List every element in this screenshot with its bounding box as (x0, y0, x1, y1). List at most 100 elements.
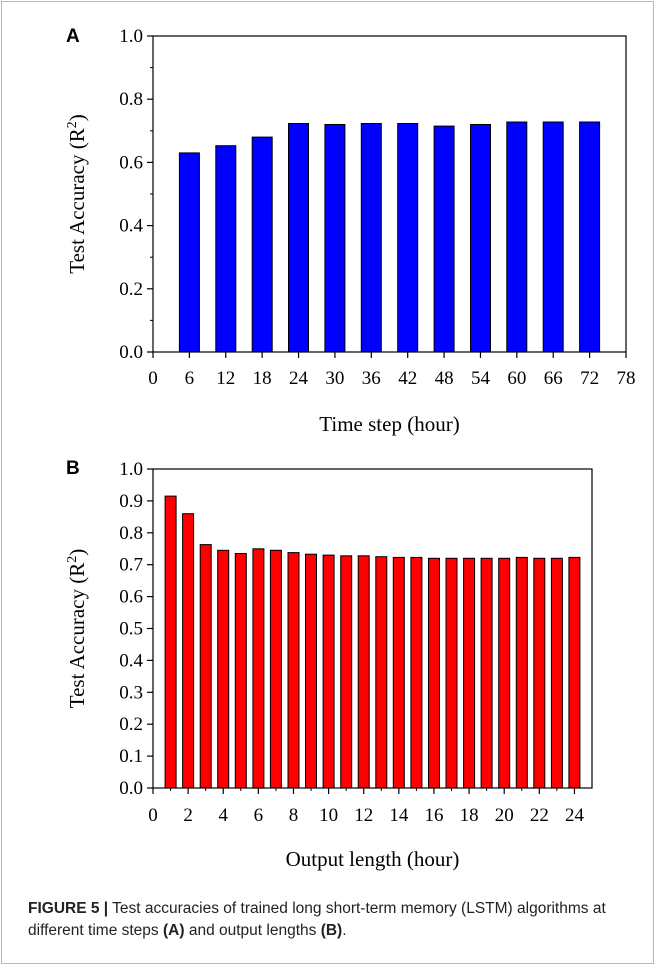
panel-a-y-axis-title-main: Test Accuracy (R (65, 128, 89, 273)
panel-a-x-tick-label-0: 0 (148, 368, 158, 389)
panel-b-y-tick-label-2: 0.2 (119, 714, 143, 735)
panel-b-bar-17 (445, 557, 458, 789)
panel-a-y-tick-label-2: 0.4 (119, 216, 143, 237)
panel-b-y-axis-title: Test Accuracy (R2) (65, 549, 89, 708)
panel-b-bar-15 (410, 556, 423, 789)
panel-a-bar-6 (178, 152, 200, 353)
panel-b-bar-11 (340, 555, 353, 789)
panel-b-y-axis-title-sup: 2 (65, 556, 80, 563)
panel-b-x-tick-label-7: 14 (389, 805, 409, 826)
figure-caption: FIGURE 5 | Test accuracies of trained lo… (28, 898, 638, 942)
panel-b-bar-7 (269, 549, 282, 789)
panel-b-bar-8 (287, 552, 300, 789)
panel-b-x-tick-label-9: 18 (460, 805, 479, 826)
panel-b-bar-19 (480, 557, 493, 789)
panel-b-y-tick-label-0: 0.0 (119, 778, 143, 799)
panel-a-bar-42 (397, 123, 419, 353)
panel-a-y-axis-title-close: ) (65, 114, 89, 121)
panel-a-bar-54 (470, 124, 491, 353)
panel-a-y-axis-title: Test Accuracy (R2) (65, 114, 89, 273)
panel-a-bar-66 (542, 121, 564, 353)
panel-a-bar-18 (251, 136, 273, 353)
panel-a-y-tick-label-4: 0.8 (119, 89, 143, 110)
panel-b-x-tick-label-2: 4 (218, 805, 228, 826)
panel-a-x-tick-label-12: 72 (580, 368, 599, 389)
panel-b-y-tick-label-5: 0.5 (119, 619, 143, 640)
panel-a-bar-60 (506, 121, 528, 353)
panel-a-y-tick-label-3: 0.6 (119, 152, 143, 173)
caption-text-3: . (342, 922, 347, 939)
panel-b-bar-14 (392, 556, 405, 789)
panel-b-bar-9 (305, 553, 317, 789)
panel-b-x-tick-label-0: 0 (148, 805, 158, 826)
panel-b-bar-16 (428, 557, 440, 789)
panel-b-y-tick-label-10: 1.0 (119, 459, 143, 480)
panel-a-chart: A 0.0 0.2 0.4 0.6 0.8 1.0 0 6 12 18 24 30 36 42 48 54 60… (65, 26, 636, 436)
panel-b-bar-18 (463, 557, 476, 789)
panel-b-bar-10 (322, 554, 335, 789)
panel-a-bar-12 (215, 145, 237, 353)
caption-text-1: Test accuracies of trained long short-te… (28, 900, 606, 939)
panel-b-bar-2 (182, 513, 195, 789)
panel-a-x-tick-label-5: 30 (325, 368, 344, 389)
panel-b-x-tick-label-4: 8 (289, 805, 299, 826)
panel-b-y-tick-label-7: 0.7 (119, 555, 143, 576)
panel-a-bar-30 (324, 124, 346, 353)
panel-a-x-tick-label-10: 60 (507, 368, 526, 389)
panel-b-letter: B (66, 458, 80, 479)
panel-b-x-tick-label-12: 24 (565, 805, 585, 826)
panel-a-y-tick-label-0: 0.0 (119, 342, 143, 363)
panel-a-x-tick-label-2: 12 (216, 368, 235, 389)
panel-b-y-tick-label-1: 0.1 (119, 746, 143, 767)
panel-b-x-tick-label-8: 16 (424, 805, 443, 826)
caption-figure-label: FIGURE 5 | (28, 900, 109, 917)
panel-b-chart: B 0.00.10.20.30.40.50.60.70.80.91.00 2 4 6 8… (65, 458, 593, 871)
panel-a-x-tick-label-8: 48 (435, 368, 454, 389)
panel-b-bar-22 (533, 557, 546, 789)
panel-b-x-tick-label-3: 6 (254, 805, 264, 826)
panel-b-x-tick-label-11: 22 (530, 805, 549, 826)
panel-a-x-tick-label-3: 18 (253, 368, 272, 389)
panel-a-x-tick-label-13: 78 (617, 368, 636, 389)
panel-a-bar-36 (360, 123, 382, 353)
panel-a-x-tick-label-1: 6 (185, 368, 195, 389)
panel-b-bar-21 (515, 556, 528, 789)
panel-b-bar-3 (199, 544, 212, 789)
panel-a-letter: A (66, 26, 80, 47)
panel-b-bar-6 (252, 548, 265, 789)
caption-ref-a: (A) (162, 922, 185, 939)
panel-b-y-tick-label-4: 0.4 (119, 650, 143, 671)
panel-b-bar-4 (217, 549, 230, 789)
panel-a-x-tick-label-7: 42 (398, 368, 417, 389)
panel-b-y-axis-title-close: ) (65, 549, 89, 556)
panel-a-bar-24 (288, 123, 309, 353)
panel-b-y-tick-label-6: 0.6 (119, 587, 143, 608)
panel-a-bar-48 (433, 125, 455, 353)
caption-text-2: and output lengths (184, 922, 321, 939)
panel-a-x-tick-label-9: 54 (471, 368, 491, 389)
panel-b-bar-20 (498, 557, 511, 789)
panel-b-bar-12 (357, 555, 370, 789)
panel-b-y-tick-label-8: 0.8 (119, 523, 143, 544)
panel-a-x-axis-title: Time step (hour) (319, 412, 459, 436)
panel-b-x-tick-label-5: 10 (319, 805, 338, 826)
panel-b-bar-5 (234, 553, 247, 789)
panel-b-x-tick-label-1: 2 (183, 805, 193, 826)
panel-a-x-tick-label-6: 36 (362, 368, 381, 389)
panel-b-bar-13 (375, 556, 388, 789)
panel-a-y-tick-label-5: 1.0 (119, 26, 143, 47)
panel-a-x-tick-label-4: 24 (289, 368, 309, 389)
panel-a-y-tick-label-1: 0.2 (119, 279, 143, 300)
panel-b-y-tick-label-3: 0.3 (119, 682, 143, 703)
panel-b-x-tick-label-10: 20 (495, 805, 514, 826)
caption-ref-b: (B) (320, 922, 343, 939)
panel-b-y-tick-label-9: 0.9 (119, 491, 143, 512)
panel-a-y-axis-title-sup: 2 (65, 121, 80, 128)
panel-a-bar-72 (579, 121, 601, 353)
panel-a-x-tick-label-11: 66 (544, 368, 563, 389)
panel-b-x-tick-label-6: 12 (354, 805, 373, 826)
panel-b-x-axis-title: Output length (hour) (286, 847, 460, 871)
panel-b-bar-24 (568, 556, 581, 789)
